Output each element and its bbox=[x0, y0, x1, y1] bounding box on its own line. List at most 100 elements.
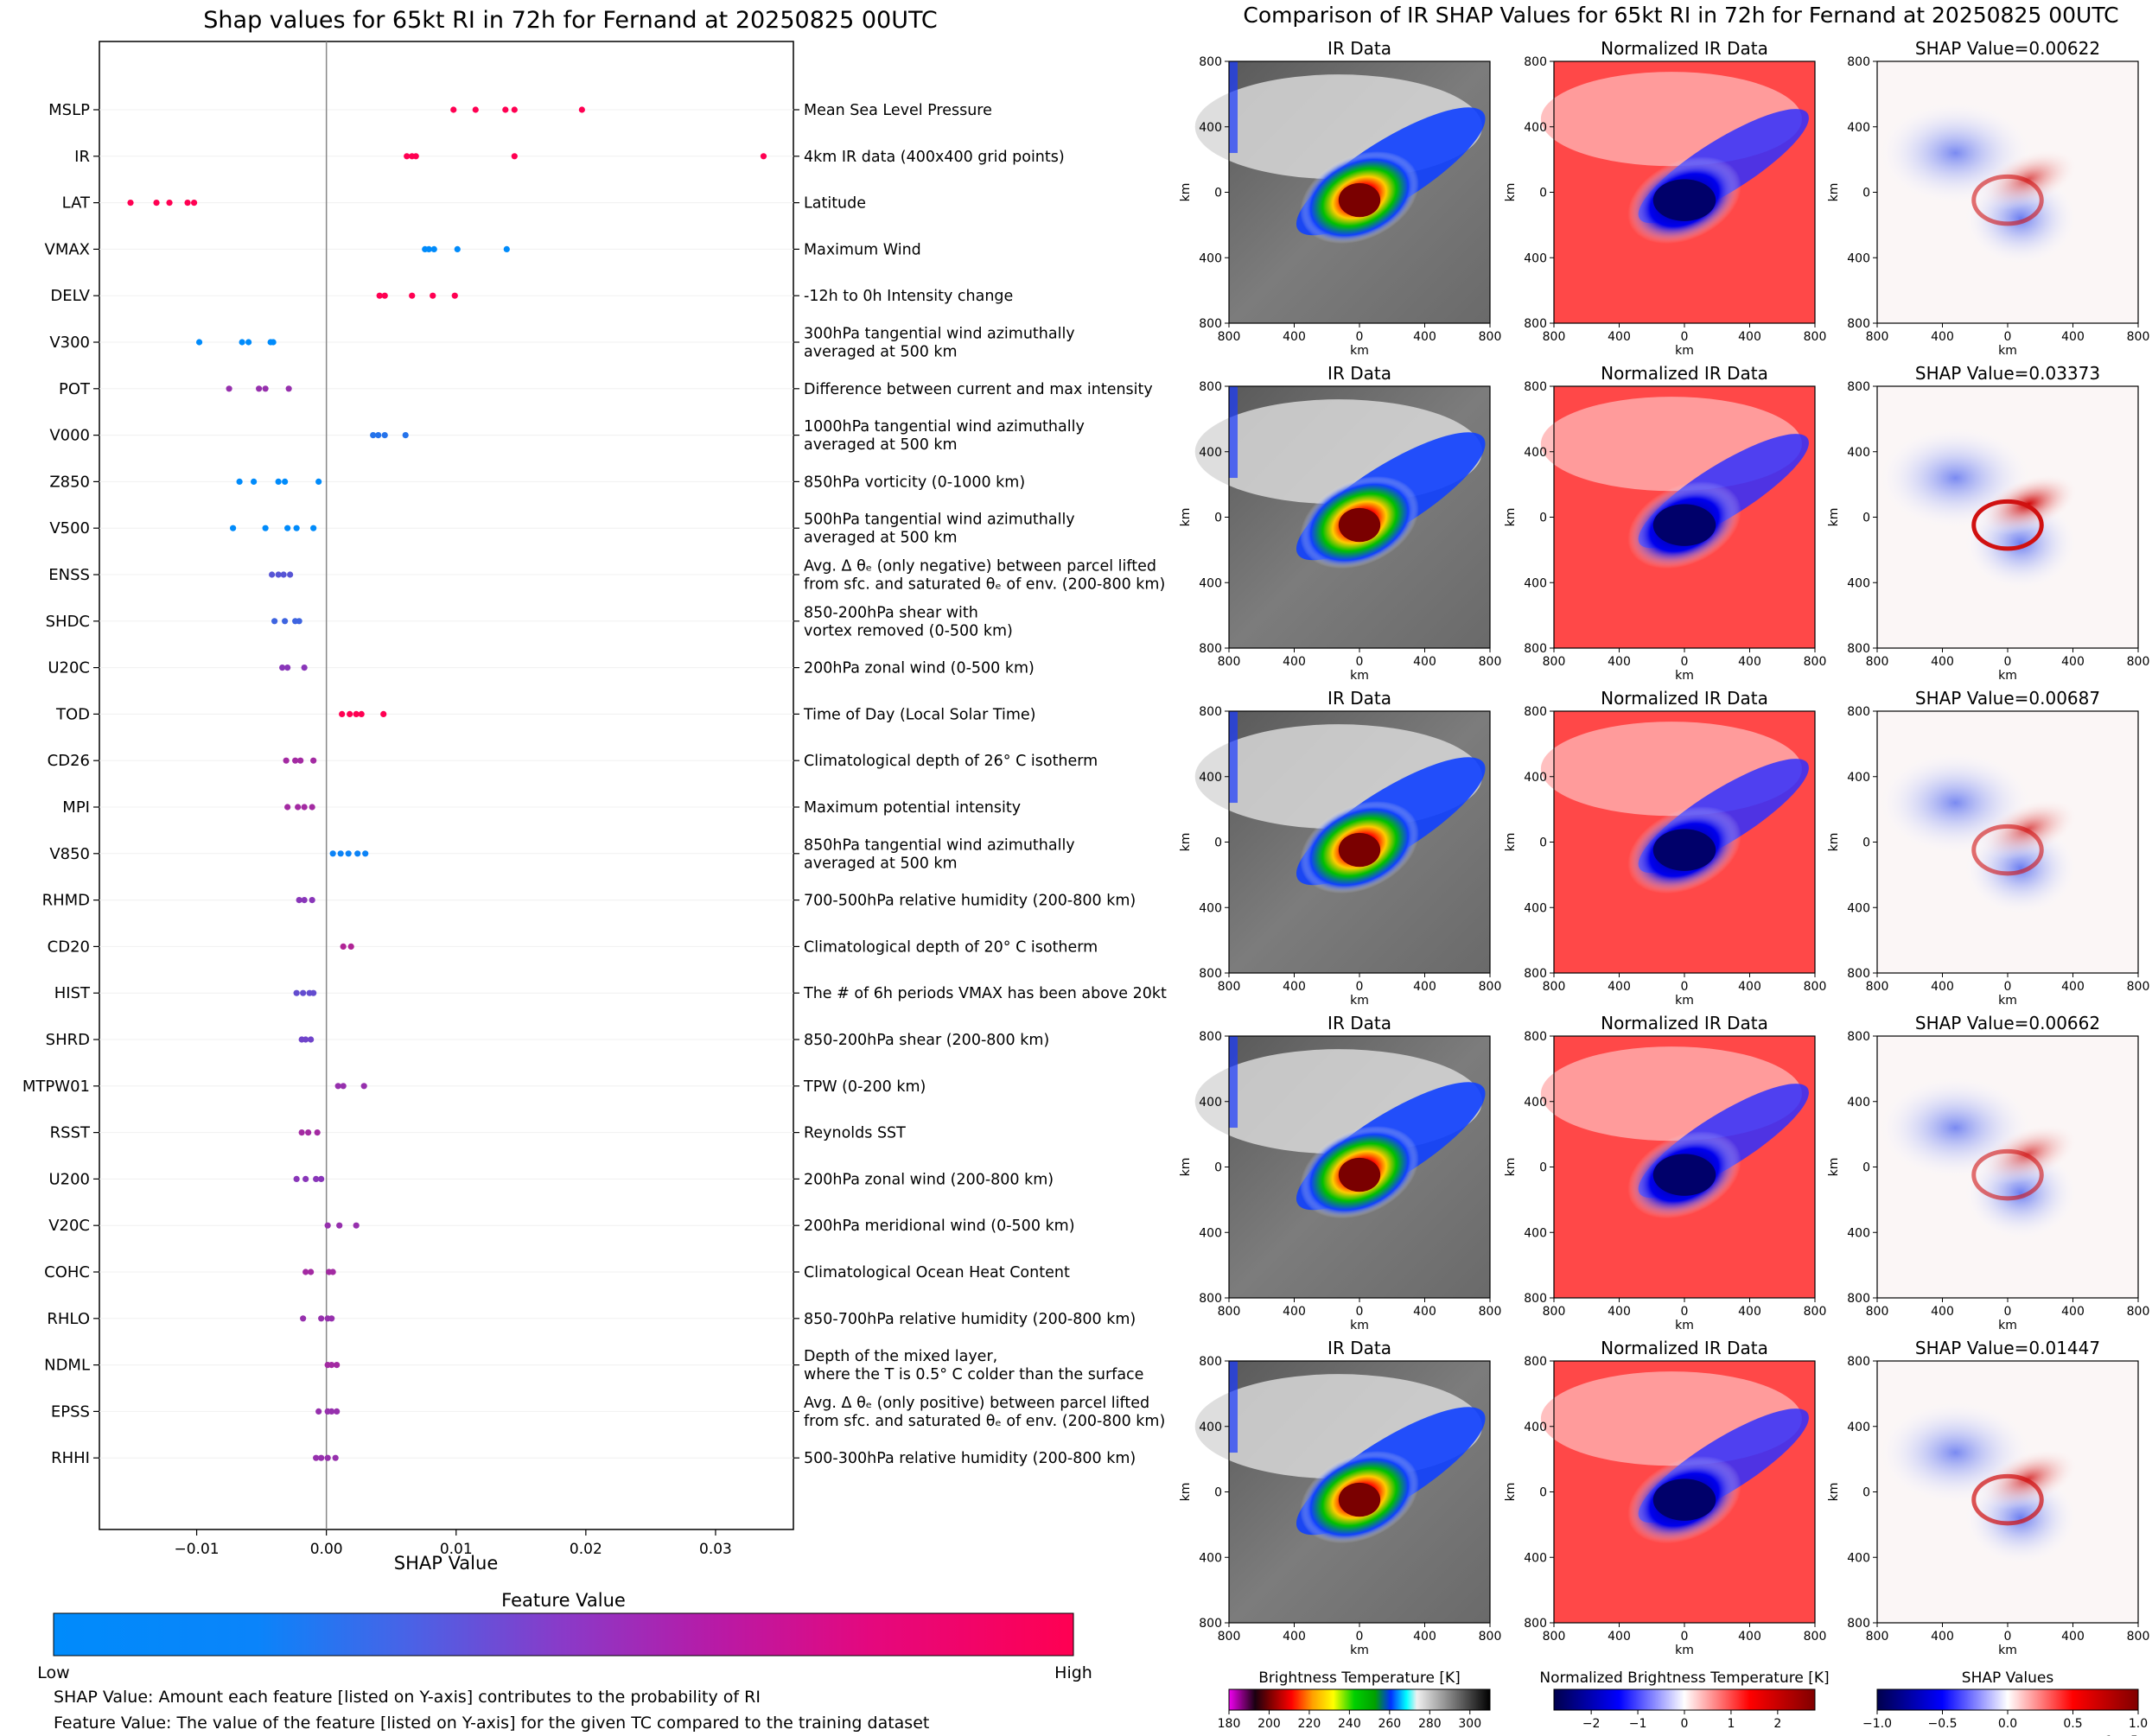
shap-dot bbox=[284, 525, 291, 531]
colorbar-tick-label: 280 bbox=[1418, 1717, 1442, 1731]
x-tick-label: 800 bbox=[2127, 655, 2150, 669]
shap-dot bbox=[329, 1269, 336, 1275]
x-axis-label: km bbox=[1350, 994, 1369, 1008]
y-tick-label: 800 bbox=[1199, 55, 1222, 69]
feature-label: V500 bbox=[49, 519, 90, 537]
feature-label: U20C bbox=[48, 659, 90, 677]
shap-dot bbox=[340, 943, 347, 950]
left-x-axis-label: SHAP Value bbox=[394, 1553, 499, 1574]
shap-dot bbox=[279, 665, 286, 671]
x-tick-label: 800 bbox=[1218, 655, 1241, 669]
shap-dot bbox=[472, 106, 479, 113]
shap-dot bbox=[324, 1454, 331, 1461]
x-tick-label: 800 bbox=[1866, 330, 1889, 344]
x-tick-label: 0 bbox=[2004, 1305, 2012, 1319]
x-axis-label: km bbox=[1675, 669, 1694, 683]
y-tick-label: 800 bbox=[1524, 380, 1547, 394]
edge-band bbox=[1229, 1036, 1238, 1129]
colorbar-tick-label: 1 bbox=[1727, 1717, 1735, 1731]
shap-dot bbox=[430, 245, 437, 252]
x-tick-label: 800 bbox=[1543, 655, 1566, 669]
shap-dot bbox=[336, 1222, 343, 1229]
x-tick-label: 400 bbox=[1738, 655, 1761, 669]
y-tick-label: 800 bbox=[1847, 1355, 1870, 1369]
feature-description: 700-500hPa relative humidity (200-800 km… bbox=[804, 893, 1136, 910]
shap-dot bbox=[502, 106, 509, 113]
colorbar: SHAP Values −1.0 −0.5 0.0 0.5 1.0 1e−5 bbox=[1862, 1669, 2148, 1736]
shap-dot bbox=[334, 1408, 341, 1415]
x-tick-label: 0.02 bbox=[570, 1541, 602, 1558]
x-tick-label: 800 bbox=[1543, 980, 1566, 994]
edge-band bbox=[1229, 386, 1238, 479]
shap-dot bbox=[318, 1175, 325, 1182]
shap-dot bbox=[301, 665, 308, 671]
shap-dot bbox=[313, 1175, 320, 1182]
shap-dot bbox=[314, 1129, 321, 1136]
colorbar-label: Brightness Temperature [K] bbox=[1258, 1669, 1460, 1687]
shap-dot bbox=[353, 710, 360, 718]
shap-dot bbox=[271, 618, 278, 625]
feature-description: 850hPa tangential wind azimuthally bbox=[804, 836, 1075, 854]
y-tick-label: 800 bbox=[1199, 1292, 1222, 1306]
y-tick-label: 800 bbox=[1199, 1617, 1222, 1631]
panel-title: SHAP Value=0.03373 bbox=[1915, 363, 2100, 384]
y-tick-label: 800 bbox=[1199, 1030, 1222, 1044]
x-tick-label: 400 bbox=[1931, 655, 1954, 669]
x-tick-label: 800 bbox=[1804, 330, 1827, 344]
y-axis-label: km bbox=[1179, 183, 1193, 202]
shap-dot bbox=[127, 200, 134, 207]
x-tick-label: 800 bbox=[2127, 1305, 2150, 1319]
x-tick-label: 800 bbox=[2127, 1630, 2150, 1644]
shap-dot bbox=[292, 757, 299, 764]
row-gridlines bbox=[99, 109, 793, 1459]
y-tick-label: 0 bbox=[1539, 1486, 1547, 1500]
x-tick-label: 800 bbox=[1804, 980, 1827, 994]
shap-dot bbox=[578, 106, 585, 113]
panel-title: Normalized IR Data bbox=[1601, 1013, 1768, 1033]
panel-title: IR Data bbox=[1327, 38, 1391, 59]
shap-dot bbox=[409, 292, 416, 299]
feature-description: TPW (0-200 km) bbox=[803, 1078, 926, 1096]
shap-dot bbox=[282, 478, 289, 486]
y-tick-label: 800 bbox=[1847, 642, 1870, 656]
shap-dot bbox=[298, 1129, 305, 1136]
colorbar-tick-label: 200 bbox=[1257, 1717, 1281, 1731]
y-tick-label: 800 bbox=[1524, 1355, 1547, 1369]
feature-description-labels: Mean Sea Level Pressure 4km IR data (400x… bbox=[793, 102, 1167, 1467]
y-tick-label: 400 bbox=[1524, 251, 1547, 265]
feature-description: 300hPa tangential wind azimuthally bbox=[804, 326, 1075, 343]
shap-dot bbox=[318, 1454, 325, 1461]
cold-center bbox=[1652, 179, 1716, 221]
y-axis-label: km bbox=[1179, 508, 1193, 527]
shap-dot bbox=[302, 1269, 309, 1275]
shap-dot bbox=[370, 432, 377, 439]
shap-dot bbox=[184, 200, 191, 207]
y-tick-label: 0 bbox=[1862, 187, 1870, 200]
colorbar: Normalized Brightness Temperature [K] −2 −… bbox=[1539, 1669, 1829, 1731]
x-tick-label: 400 bbox=[1738, 1630, 1761, 1644]
x-tick-label: 400 bbox=[2061, 655, 2085, 669]
x-tick-label: 800 bbox=[1866, 655, 1889, 669]
y-tick-label: 400 bbox=[1847, 1421, 1870, 1434]
feature-label: TOD bbox=[55, 705, 90, 723]
shap-dot bbox=[296, 897, 302, 904]
shap-dot bbox=[310, 525, 317, 531]
shap-dot bbox=[275, 478, 282, 486]
x-tick-label: 800 bbox=[1218, 1305, 1241, 1319]
x-tick-label: 0 bbox=[1356, 330, 1364, 344]
feature-label: COHC bbox=[44, 1263, 90, 1281]
y-tick-label: 800 bbox=[1524, 55, 1547, 69]
shap-dot bbox=[332, 1454, 339, 1461]
x-tick-label: 800 bbox=[1543, 330, 1566, 344]
feature-label: V850 bbox=[49, 845, 90, 863]
shap-dot bbox=[302, 1036, 309, 1043]
y-tick-label: 800 bbox=[1847, 967, 1870, 981]
feature-description: Difference between current and max inten… bbox=[804, 381, 1153, 398]
x-tick-label: 0 bbox=[2004, 655, 2012, 669]
x-tick-label: 0 bbox=[1356, 1630, 1364, 1644]
feature-label: RHLO bbox=[47, 1310, 90, 1328]
shap-dot bbox=[229, 525, 237, 531]
x-tick-label: 0 bbox=[1356, 655, 1364, 669]
